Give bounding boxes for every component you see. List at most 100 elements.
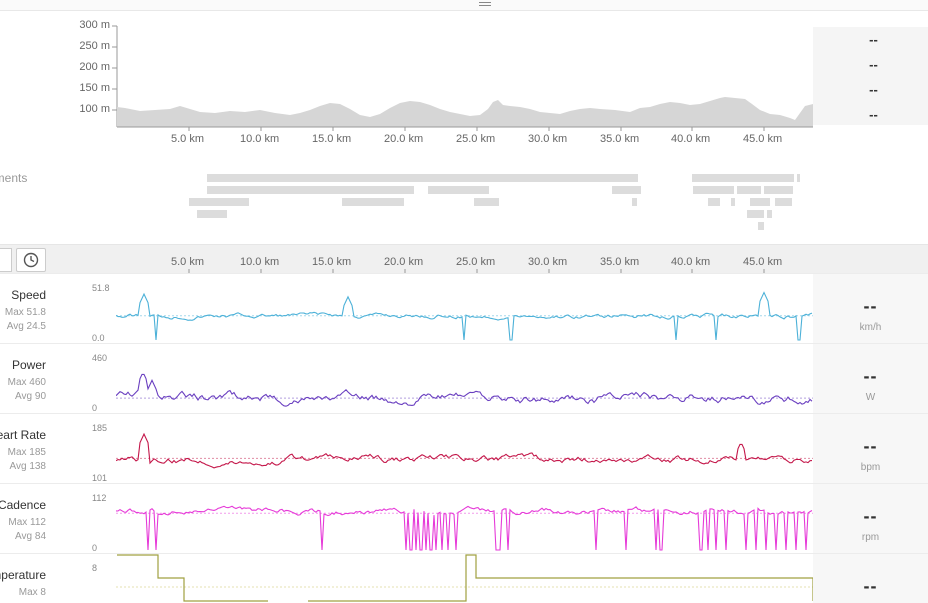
timeline-xtick: 30.0 km — [528, 256, 568, 268]
segment-bar[interactable] — [767, 210, 772, 218]
elevation-chart[interactable] — [0, 0, 928, 150]
elev-xtick: 40.0 km — [671, 133, 711, 145]
clock-icon — [23, 252, 39, 268]
stream-line — [116, 505, 813, 551]
toolbar-button[interactable] — [0, 248, 12, 272]
segment-bar[interactable] — [428, 186, 489, 194]
elev-ytick: 100 m — [79, 103, 110, 115]
stream-row-power[interactable]: Power Max 460 Avg 90 460 0 -- W — [0, 343, 928, 413]
stream-value-panel: -- rpm — [813, 484, 928, 553]
elevation-area — [117, 97, 813, 127]
elev-xtick: 10.0 km — [240, 133, 280, 145]
segment-bar[interactable] — [797, 174, 800, 182]
stream-value-panel: -- bpm — [813, 414, 928, 483]
stream-ymax: 112 — [92, 493, 107, 503]
stream-line — [116, 373, 813, 407]
segment-bar[interactable] — [764, 186, 793, 194]
timeline-xtick: 20.0 km — [384, 256, 424, 268]
stream-value-panel: -- — [813, 554, 928, 603]
timeline-toolbar: 5.0 km 10.0 km 15.0 km 20.0 km 25.0 km 3… — [0, 244, 928, 274]
stream-current: -- — [863, 436, 878, 456]
elev-ytick: 250 m — [79, 40, 110, 52]
stream-value-panel: -- W — [813, 344, 928, 413]
elevation-summary-panel: -- -- -- -- — [813, 27, 928, 125]
segment-bar[interactable] — [474, 198, 499, 206]
stream-ymin: 101 — [92, 473, 108, 483]
elev-ytick: 300 m — [79, 19, 110, 31]
power-trace — [116, 373, 813, 407]
timeline-xtick: 5.0 km — [171, 256, 205, 268]
segment-bar[interactable] — [750, 198, 770, 206]
stream-current: -- — [863, 366, 878, 386]
segment-bar[interactable] — [737, 186, 761, 194]
stream-current: -- — [863, 576, 878, 596]
elev-xtick: 5.0 km — [171, 133, 205, 145]
segment-bar[interactable] — [197, 210, 227, 218]
stream-current: -- — [863, 296, 878, 316]
stream-ymax: 460 — [92, 353, 108, 363]
stream-row-heart-rate[interactable]: Heart Rate Max 185 Avg 138 185 101 -- bp… — [0, 413, 928, 483]
summary-value: -- — [869, 32, 878, 47]
stream-ymax: 185 — [92, 423, 108, 433]
stream-row-temperature[interactable]: emperature Max 8 8 -- — [0, 553, 928, 603]
speed-trace — [116, 291, 813, 341]
stream-ymin: 0 — [92, 403, 98, 413]
elev-xtick: 30.0 km — [528, 133, 568, 145]
summary-value: -- — [869, 82, 878, 97]
elev-xtick: 35.0 km — [600, 133, 640, 145]
stream-avg: Avg 24.5 — [6, 321, 46, 332]
stream-avg: Avg 138 — [9, 461, 46, 472]
stream-ymax: 8 — [92, 563, 98, 573]
drag-handle-icon[interactable] — [479, 2, 491, 9]
stream-row-cadence[interactable]: Cadence Max 112 Avg 84 112 0 -- rpm — [0, 483, 928, 553]
timeline-xtick: 15.0 km — [312, 256, 352, 268]
segment-bar[interactable] — [747, 210, 764, 218]
timeline-xtick: 40.0 km — [671, 256, 711, 268]
elev-ytick: 150 m — [79, 82, 110, 94]
timeline-xtick: 45.0 km — [743, 256, 783, 268]
segment-bar[interactable] — [692, 174, 794, 182]
stream-max: Max 8 — [18, 587, 46, 598]
stream-unit: rpm — [861, 532, 880, 543]
segment-bar[interactable] — [775, 198, 792, 206]
stream-max: Max 112 — [8, 517, 46, 528]
segment-bar[interactable] — [189, 198, 249, 206]
elev-xtick: 15.0 km — [312, 133, 352, 145]
elev-xtick: 45.0 km — [743, 133, 783, 145]
stream-ymin: 0 — [92, 543, 98, 553]
stream-name: emperature — [0, 568, 46, 582]
stream-avg: Avg 84 — [15, 531, 46, 542]
stream-unit: km/h — [859, 322, 882, 333]
temperature-trace — [116, 554, 813, 602]
stream-ymax: 51.8 — [92, 283, 110, 293]
stream-max: Max 51.8 — [4, 307, 46, 318]
segment-bar[interactable] — [708, 198, 720, 206]
stream-max: Max 460 — [7, 377, 46, 388]
elev-xtick: 25.0 km — [456, 133, 496, 145]
stream-unit: bpm — [860, 462, 881, 473]
timeline-ticks — [188, 269, 765, 274]
stream-name: Heart Rate — [0, 428, 46, 442]
segment-bar[interactable] — [612, 186, 641, 194]
segment-bar[interactable] — [632, 198, 637, 206]
stream-line — [116, 432, 813, 469]
stream-row-speed[interactable]: Speed Max 51.8 Avg 24.5 51.8 0.0 -- km/h — [0, 273, 928, 343]
segment-bar[interactable] — [342, 198, 404, 206]
stream-line — [116, 291, 813, 341]
segments-label: gments — [0, 171, 28, 185]
summary-value: -- — [869, 57, 878, 72]
stream-value-panel: -- km/h — [813, 274, 928, 343]
segment-bar[interactable] — [731, 198, 735, 206]
timeline-xtick: 10.0 km — [240, 256, 280, 268]
segment-bar[interactable] — [758, 222, 764, 230]
timeline-xtick: 25.0 km — [456, 256, 496, 268]
stream-avg: Avg 90 — [15, 391, 46, 402]
stream-name: Speed — [11, 288, 46, 302]
stream-current: -- — [863, 506, 878, 526]
segment-bar[interactable] — [207, 186, 414, 194]
segment-bar[interactable] — [693, 186, 734, 194]
time-toggle-button[interactable] — [16, 248, 46, 272]
segment-bar[interactable] — [207, 174, 638, 182]
elev-ytick: 200 m — [79, 61, 110, 73]
stream-name: Cadence — [0, 498, 46, 512]
